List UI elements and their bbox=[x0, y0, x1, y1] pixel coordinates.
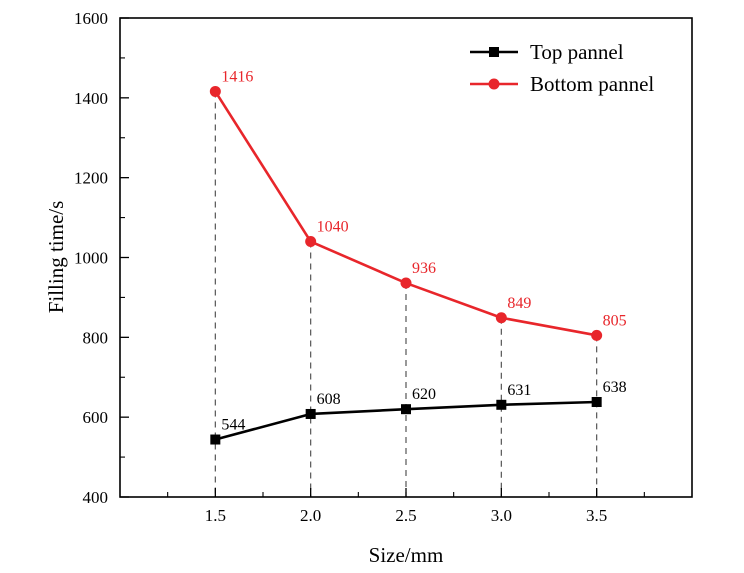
x-tick-label: 2.0 bbox=[300, 506, 321, 525]
x-tick-label: 1.5 bbox=[205, 506, 226, 525]
data-point-top-pannel bbox=[591, 396, 602, 407]
x-axis-ticks: 1.5 2.0 2.5 3.0 3.5 bbox=[167, 488, 645, 525]
data-point-top-pannel bbox=[305, 408, 316, 419]
data-point-top-pannel bbox=[210, 434, 221, 445]
data-point-bottom-pannel bbox=[305, 236, 317, 248]
data-point-bottom-pannel bbox=[591, 329, 603, 341]
data-label-bottom-pannel: 1040 bbox=[317, 219, 349, 236]
data-point-top-pannel bbox=[496, 399, 507, 410]
y-tick-label: 400 bbox=[83, 488, 109, 507]
y-tick-label: 1400 bbox=[74, 89, 108, 108]
legend-circle-marker bbox=[488, 78, 500, 90]
y-tick-label: 1600 bbox=[74, 9, 108, 28]
data-label-bottom-pannel: 1416 bbox=[221, 68, 253, 85]
data-label-bottom-pannel: 936 bbox=[412, 260, 436, 277]
y-tick-label: 1000 bbox=[74, 249, 108, 268]
legend: Top pannel Bottom pannel bbox=[470, 40, 654, 96]
data-label-top-pannel: 638 bbox=[603, 379, 627, 396]
data-label-top-pannel: 608 bbox=[317, 391, 341, 408]
data-point-bottom-pannel bbox=[209, 85, 221, 97]
y-tick-label: 1200 bbox=[74, 169, 108, 188]
data-label-bottom-pannel: 849 bbox=[507, 295, 531, 312]
data-point-bottom-pannel bbox=[400, 277, 412, 289]
data-point-top-pannel bbox=[401, 404, 411, 415]
y-tick-label: 600 bbox=[83, 408, 109, 427]
data-label-bottom-pannel: 805 bbox=[603, 312, 627, 329]
legend-label-top-pannel: Top pannel bbox=[530, 40, 624, 64]
y-axis-ticks: 400 600 800 1000 1200 1400 1600 bbox=[74, 9, 129, 507]
legend-label-bottom-pannel: Bottom pannel bbox=[530, 72, 654, 96]
x-tick-label: 3.5 bbox=[586, 506, 607, 525]
drop-lines bbox=[214, 91, 598, 497]
data-label-top-pannel: 631 bbox=[507, 382, 531, 399]
data-label-top-pannel: 544 bbox=[221, 417, 245, 434]
data-point-bottom-pannel bbox=[495, 312, 507, 324]
x-tick-label: 2.5 bbox=[395, 506, 416, 525]
legend-item-bottom-pannel: Bottom pannel bbox=[470, 72, 654, 96]
x-axis-title: Size/mm bbox=[369, 543, 444, 567]
data-label-top-pannel: 620 bbox=[412, 386, 436, 403]
y-axis-title: Filling time/s bbox=[44, 201, 68, 314]
y-tick-label: 800 bbox=[83, 328, 109, 347]
x-tick-label: 3.0 bbox=[491, 506, 512, 525]
series-layer: 544 608 620 631 638 1416 1040 936 849 805 bbox=[209, 68, 627, 445]
legend-square-marker bbox=[489, 47, 499, 57]
legend-item-top-pannel: Top pannel bbox=[470, 40, 624, 64]
